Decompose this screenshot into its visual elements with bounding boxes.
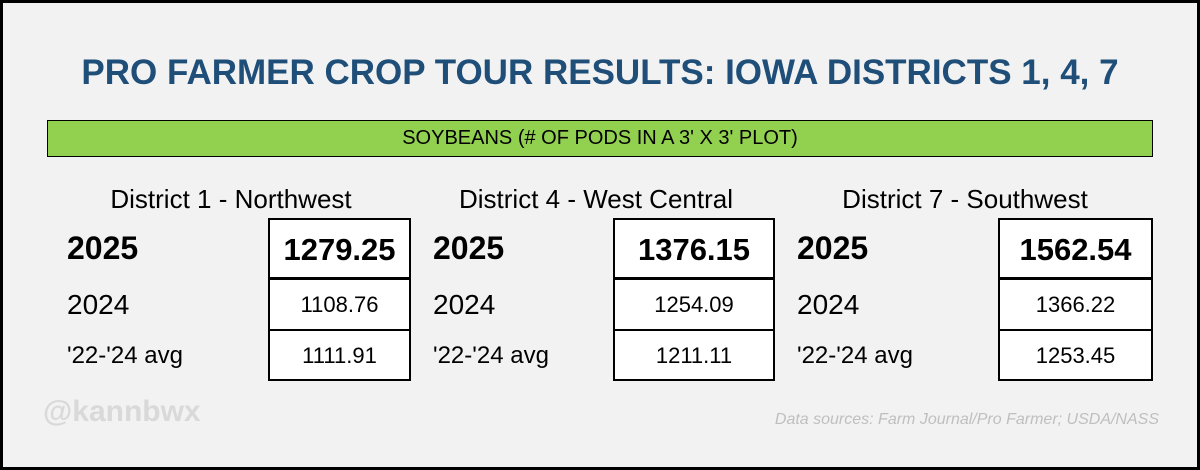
- value-cell: 1562.54: [998, 218, 1153, 279]
- row-label: 2025: [67, 230, 139, 266]
- value-cell: 1211.11: [613, 330, 775, 381]
- row-label: '22-'24 avg: [67, 342, 183, 369]
- value-cell: 1279.25: [268, 218, 411, 279]
- row-label: 2024: [433, 289, 496, 320]
- value-cell: 1253.45: [998, 330, 1153, 381]
- district-name: District 7 - Southwest: [842, 184, 1088, 214]
- row-label: 2024: [67, 289, 130, 320]
- value-cell: 1111.91: [268, 330, 411, 381]
- row-label: 2025: [797, 230, 869, 266]
- row-label: 2025: [433, 230, 505, 266]
- subtitle-bar: SOYBEANS (# OF PODS IN A 3' X 3' PLOT): [47, 120, 1153, 157]
- value-cell: 1376.15: [613, 218, 775, 279]
- title: PRO FARMER CROP TOUR RESULTS: IOWA DISTR…: [81, 53, 1119, 92]
- district-name: District 4 - West Central: [458, 184, 733, 214]
- row-label: 2024: [797, 289, 860, 320]
- value-cell: 1254.09: [613, 279, 775, 330]
- value-cell: 1366.22: [998, 279, 1153, 330]
- value-cell: 1108.76: [268, 279, 411, 330]
- source: Data sources: Farm Journal/Pro Farmer; U…: [774, 411, 1159, 428]
- district-name: District 1 - Northwest: [110, 184, 352, 214]
- row-label: '22-'24 avg: [797, 342, 913, 369]
- row-label: '22-'24 avg: [433, 342, 549, 369]
- watermark: @kannbwx: [43, 395, 201, 428]
